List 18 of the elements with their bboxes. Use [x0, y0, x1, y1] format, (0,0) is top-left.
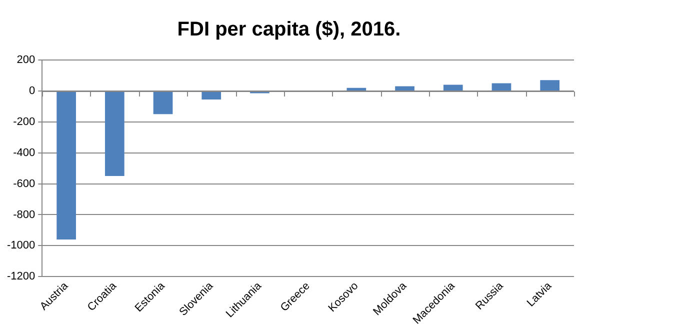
y-tick-label: -1200: [6, 270, 36, 283]
y-tick-label: -600: [13, 178, 36, 190]
bar: [104, 91, 124, 176]
bar: [443, 84, 463, 90]
bar: [202, 91, 222, 100]
y-tick-label: 0: [29, 84, 36, 97]
bar: [56, 91, 76, 240]
bar: [395, 86, 414, 90]
bar: [540, 80, 560, 90]
y-tick-label: -1000: [6, 240, 36, 252]
bar: [492, 83, 512, 90]
chart-title: FDI per capita ($), 2016.: [177, 18, 401, 41]
bar: [346, 88, 366, 90]
y-tick-label: -800: [13, 208, 36, 221]
y-tick-label: -200: [13, 116, 36, 128]
bar: [153, 91, 173, 114]
y-tick-label: 200: [16, 54, 36, 66]
y-tick-label: -400: [13, 146, 36, 159]
